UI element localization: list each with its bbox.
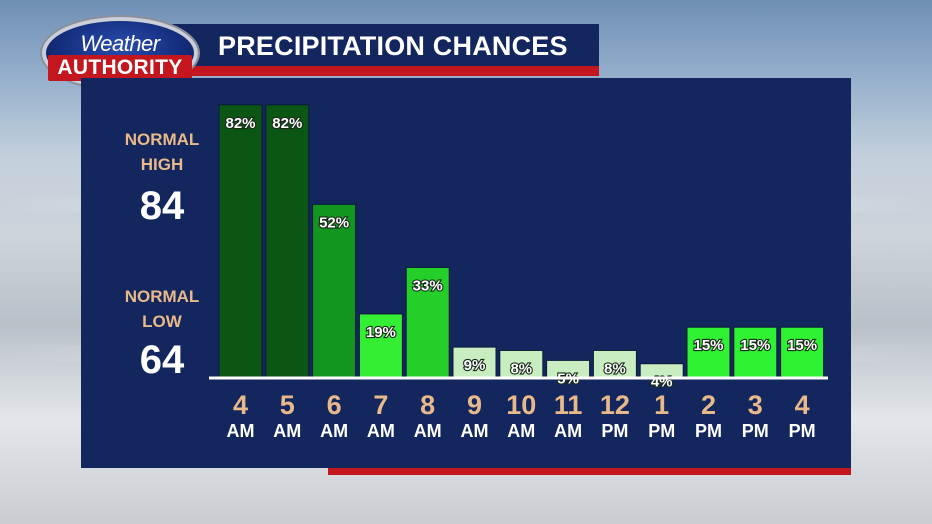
x-tick-hour: 5 xyxy=(280,390,295,420)
normal-high-value: 84 xyxy=(139,184,185,228)
bar-value-label: 15% xyxy=(787,337,817,354)
x-tick-period: AM xyxy=(554,421,582,441)
x-tick-period: PM xyxy=(789,421,816,441)
bar-value-label: 15% xyxy=(740,337,770,354)
logo-authority-text: AUTHORITY xyxy=(57,56,183,79)
page-title: PRECIPITATION CHANCES xyxy=(218,31,568,61)
title-bar xyxy=(155,24,599,66)
x-tick-hour: 10 xyxy=(506,390,536,420)
bar-value-label: 8% xyxy=(604,360,626,377)
bar-value-label: 19% xyxy=(366,324,396,341)
x-tick-period: PM xyxy=(601,421,628,441)
bar-value-label: 15% xyxy=(693,337,723,354)
x-tick-period: PM xyxy=(742,421,769,441)
bar-value-label: 82% xyxy=(225,115,255,132)
logo-weather-text: Weather xyxy=(80,31,160,56)
bars-group: 82%82%52%19%33%9%8%5%8%4%15%15%15% xyxy=(218,104,825,392)
x-tick-period: AM xyxy=(273,421,301,441)
normal-low-label-line2: LOW xyxy=(142,312,182,331)
bar-12 xyxy=(780,326,825,378)
bar-2 xyxy=(312,203,357,378)
x-tick-period: PM xyxy=(695,421,722,441)
bar-10 xyxy=(686,326,731,378)
logo-red-band xyxy=(48,55,192,81)
x-axis-labels: 4AM5AM6AM7AM8AM9AM10AM11AM12PM1PM2PM3PM4… xyxy=(227,390,816,441)
x-tick-period: PM xyxy=(648,421,675,441)
x-tick-hour: 7 xyxy=(373,390,388,420)
bar-value-label: 8% xyxy=(510,360,532,377)
x-tick-hour: 1 xyxy=(654,390,669,420)
x-tick-period: AM xyxy=(414,421,442,441)
bar-value-label: 9% xyxy=(464,357,486,374)
x-tick-hour: 11 xyxy=(554,390,583,420)
x-tick-period: AM xyxy=(367,421,395,441)
bar-1 xyxy=(265,104,310,378)
normal-low-value: 64 xyxy=(139,338,185,382)
x-tick-hour: 4 xyxy=(233,390,248,420)
bar-value-label: 4% xyxy=(651,374,673,391)
bar-6 xyxy=(499,349,544,378)
x-tick-hour: 4 xyxy=(795,390,810,420)
bar-value-label: 33% xyxy=(413,277,443,294)
bar-3 xyxy=(358,313,403,378)
x-tick-period: AM xyxy=(507,421,535,441)
bar-0 xyxy=(218,104,263,378)
bar-5 xyxy=(452,346,497,378)
x-tick-hour: 2 xyxy=(701,390,716,420)
normal-high-label-line2: HIGH xyxy=(140,155,184,174)
x-tick-period: AM xyxy=(461,421,489,441)
chart-panel xyxy=(81,78,851,468)
normal-high-label-line1: NORMAL xyxy=(124,130,200,149)
x-tick-period: AM xyxy=(320,421,348,441)
bar-value-label: 82% xyxy=(272,115,302,132)
x-tick-hour: 12 xyxy=(600,390,630,420)
panel-accent-stripe xyxy=(328,468,851,475)
x-tick-hour: 9 xyxy=(467,390,482,420)
x-tick-period: AM xyxy=(227,421,255,441)
x-tick-hour: 3 xyxy=(748,390,763,420)
normal-low-label-line1: NORMAL xyxy=(124,287,200,306)
x-tick-hour: 6 xyxy=(327,390,342,420)
title-accent-stripe xyxy=(155,66,599,76)
bar-value-label: 52% xyxy=(319,214,349,231)
bar-8 xyxy=(592,349,637,378)
bar-11 xyxy=(733,326,778,378)
x-tick-hour: 8 xyxy=(420,390,435,420)
